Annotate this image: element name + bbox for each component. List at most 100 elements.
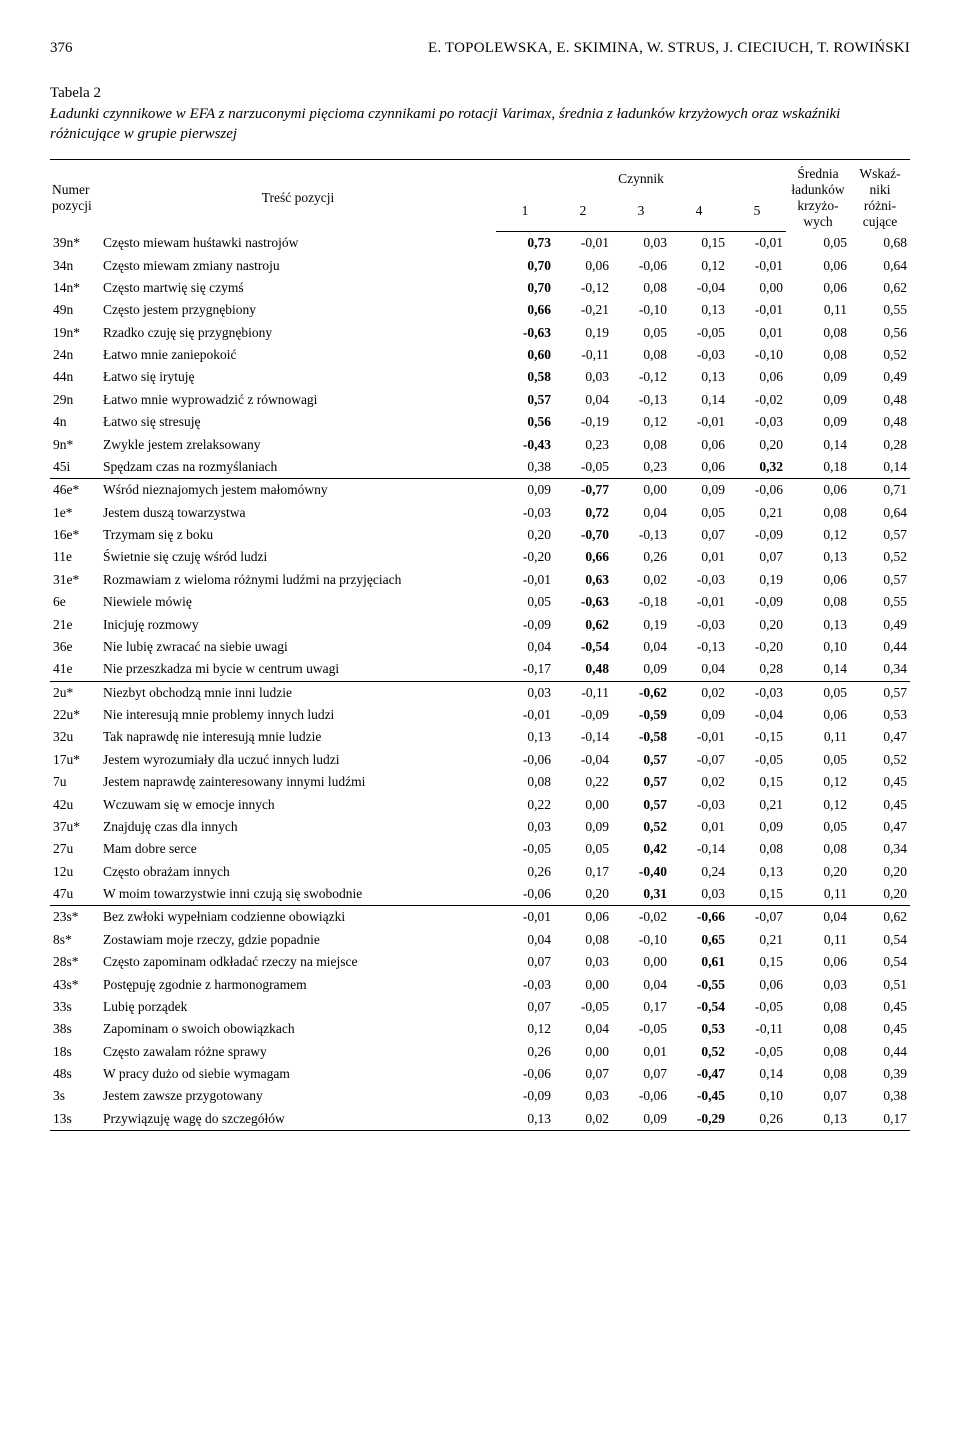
cell-value: -0,01 (554, 232, 612, 255)
cell-value: 0,38 (850, 1085, 910, 1107)
cell-value: -0,54 (554, 636, 612, 658)
cell-value: 0,13 (786, 613, 850, 635)
cell-item-number: 19n* (50, 322, 100, 344)
cell-value: 0,00 (612, 951, 670, 973)
cell-item-number: 31e* (50, 569, 100, 591)
cell-value: -0,14 (670, 838, 728, 860)
cell-item-text: Jestem duszą towarzystwa (100, 502, 496, 524)
cell-item-text: Często zapominam odkładać rzeczy na miej… (100, 951, 496, 973)
cell-value: 0,11 (786, 883, 850, 906)
col-header-c4: 4 (670, 195, 728, 231)
cell-item-number: 11e (50, 546, 100, 568)
cell-item-number: 3s (50, 1085, 100, 1107)
cell-item-number: 33s (50, 996, 100, 1018)
cell-value: 0,09 (786, 366, 850, 388)
cell-value: 0,08 (786, 1063, 850, 1085)
cell-item-number: 29n (50, 389, 100, 411)
cell-value: -0,07 (670, 749, 728, 771)
cell-item-text: Bez zwłoki wypełniam codzienne obowiązki (100, 906, 496, 929)
cell-value: 0,49 (850, 366, 910, 388)
cell-value: 0,23 (612, 456, 670, 479)
cell-value: 0,11 (786, 299, 850, 321)
cell-value: -0,05 (670, 322, 728, 344)
cell-value: 0,01 (728, 322, 786, 344)
cell-value: -0,06 (496, 883, 554, 906)
cell-value: -0,09 (496, 613, 554, 635)
cell-value: -0,11 (554, 681, 612, 704)
cell-item-number: 41e (50, 658, 100, 681)
table-row: 47uW moim towarzystwie inni czują się sw… (50, 883, 910, 906)
col-header-czynnik: Czynnik (496, 159, 786, 195)
cell-item-number: 23s* (50, 906, 100, 929)
cell-value: -0,59 (612, 704, 670, 726)
running-header: 376 E. TOPOLEWSKA, E. SKIMINA, W. STRUS,… (50, 40, 910, 57)
cell-value: 0,04 (496, 929, 554, 951)
cell-value: 0,05 (496, 591, 554, 613)
cell-value: 0,02 (670, 681, 728, 704)
table-row: 31e*Rozmawiam z wieloma różnymi ludźmi n… (50, 569, 910, 591)
cell-value: 0,47 (850, 726, 910, 748)
table-row: 24nŁatwo mnie zaniepokoić0,60-0,110,08-0… (50, 344, 910, 366)
cell-value: 0,03 (554, 1085, 612, 1107)
cell-value: -0,45 (670, 1085, 728, 1107)
cell-item-text: Jestem wyrozumiały dla uczuć innych ludz… (100, 749, 496, 771)
table-row: 46e*Wśród nieznajomych jestem małomówny0… (50, 479, 910, 502)
cell-item-number: 12u (50, 861, 100, 883)
cell-value: 0,19 (612, 613, 670, 635)
cell-value: 0,54 (850, 929, 910, 951)
cell-value: 0,09 (612, 658, 670, 681)
cell-value: 0,15 (728, 883, 786, 906)
cell-value: -0,07 (728, 906, 786, 929)
table-row: 6eNiewiele mówię0,05-0,63-0,18-0,01-0,09… (50, 591, 910, 613)
table-row: 29nŁatwo mnie wyprowadzić z równowagi0,5… (50, 389, 910, 411)
cell-item-number: 39n* (50, 232, 100, 255)
table-row: 38sZapominam o swoich obowiązkach0,120,0… (50, 1018, 910, 1040)
cell-value: 0,06 (786, 951, 850, 973)
cell-value: 0,04 (554, 389, 612, 411)
cell-value: 0,71 (850, 479, 910, 502)
cell-value: 0,08 (786, 838, 850, 860)
cell-value: 0,20 (728, 613, 786, 635)
cell-value: 0,48 (554, 658, 612, 681)
cell-value: 0,15 (670, 232, 728, 255)
table-row: 39n*Często miewam huśtawki nastrojów0,73… (50, 232, 910, 255)
cell-value: -0,10 (612, 299, 670, 321)
cell-value: 0,06 (786, 479, 850, 502)
cell-item-text: Przywiązuję wagę do szczegółów (100, 1108, 496, 1131)
cell-value: -0,03 (670, 793, 728, 815)
cell-value: 0,01 (670, 816, 728, 838)
cell-value: -0,03 (728, 411, 786, 433)
cell-value: 0,64 (850, 502, 910, 524)
table-row: 22u*Nie interesują mnie problemy innych … (50, 704, 910, 726)
cell-value: 0,51 (850, 973, 910, 995)
cell-item-number: 18s (50, 1041, 100, 1063)
cell-value: -0,09 (554, 704, 612, 726)
cell-item-text: Zwykle jestem zrelaksowany (100, 433, 496, 455)
cell-value: 0,57 (612, 793, 670, 815)
cell-value: 0,08 (554, 929, 612, 951)
cell-value: 0,06 (670, 433, 728, 455)
cell-value: 0,28 (850, 433, 910, 455)
cell-value: 0,09 (670, 479, 728, 502)
cell-value: -0,01 (728, 232, 786, 255)
cell-value: 0,09 (728, 816, 786, 838)
cell-value: -0,02 (612, 906, 670, 929)
cell-item-text: Rzadko czuję się przygnębiony (100, 322, 496, 344)
cell-value: -0,03 (670, 344, 728, 366)
cell-value: 0,34 (850, 658, 910, 681)
cell-item-number: 13s (50, 1108, 100, 1131)
table-row: 4nŁatwo się stresuję0,56-0,190,12-0,01-0… (50, 411, 910, 433)
cell-value: -0,55 (670, 973, 728, 995)
cell-value: 0,63 (554, 569, 612, 591)
cell-item-number: 43s* (50, 973, 100, 995)
cell-item-number: 38s (50, 1018, 100, 1040)
cell-value: -0,13 (670, 636, 728, 658)
col-header-diff: Wskaź-niki różni-cujące (850, 159, 910, 232)
cell-value: -0,05 (612, 1018, 670, 1040)
cell-value: 0,20 (850, 883, 910, 906)
table-row: 16e*Trzymam się z boku0,20-0,70-0,130,07… (50, 524, 910, 546)
cell-value: 0,00 (554, 793, 612, 815)
cell-value: 0,08 (786, 1041, 850, 1063)
cell-item-text: Mam dobre serce (100, 838, 496, 860)
cell-value: 0,44 (850, 636, 910, 658)
